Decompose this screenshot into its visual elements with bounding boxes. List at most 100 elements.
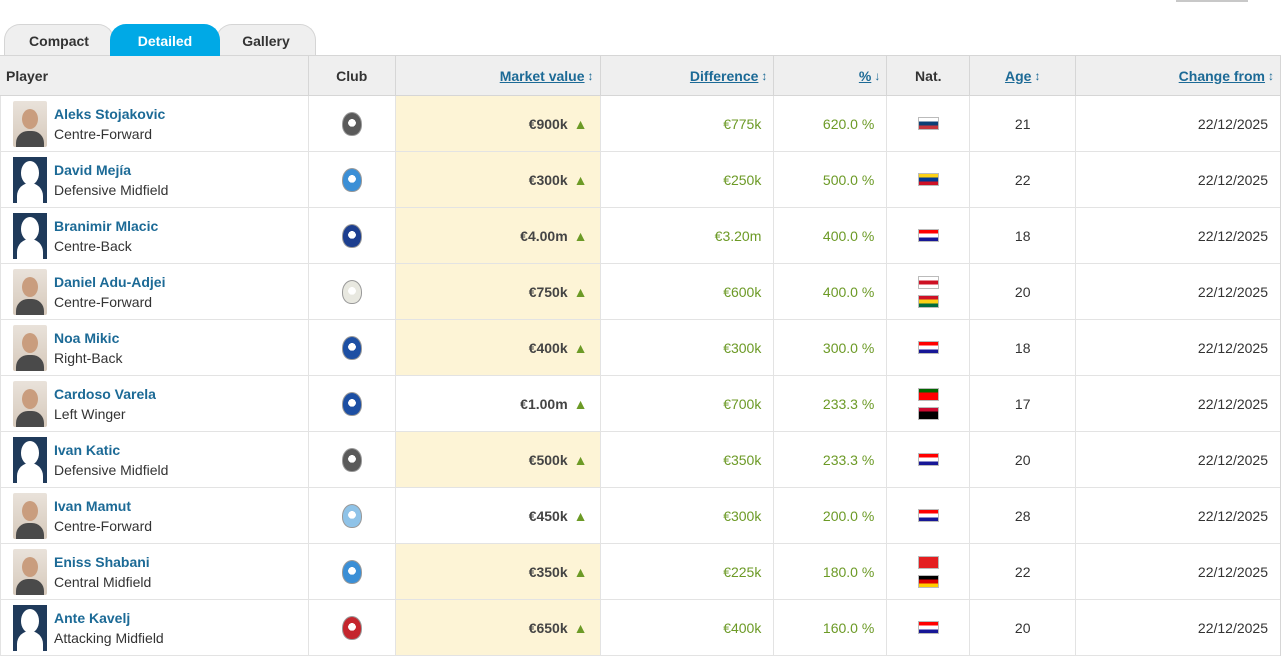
player-avatar[interactable] (13, 100, 47, 147)
percent-value: 180.0 % (822, 563, 875, 580)
header-age[interactable]: Age ↕ (970, 56, 1077, 95)
nationality-flag-icon (917, 509, 939, 522)
market-value-cell: €300k ▲ (395, 152, 601, 207)
club-crest-icon[interactable] (341, 503, 362, 528)
difference-cell: €250k (601, 152, 775, 207)
age-value: 28 (1014, 507, 1031, 524)
tab-gallery[interactable]: Gallery (216, 24, 316, 56)
sort-difference-link[interactable]: Difference (689, 67, 759, 84)
player-avatar[interactable] (13, 604, 47, 651)
percent-cell: 160.0 % (774, 600, 888, 655)
table-body: Aleks Stojakovic Centre-Forward €900k ▲ … (0, 96, 1280, 656)
header-change-from[interactable]: Change from ↕ (1076, 56, 1280, 95)
sort-market-value-link[interactable]: Market value (499, 67, 585, 84)
player-name-link[interactable]: Ivan Mamut (54, 497, 132, 514)
player-position: Defensive Midfield (54, 181, 169, 198)
player-avatar[interactable] (13, 492, 47, 539)
header-market-value[interactable]: Market value ↕ (396, 56, 601, 95)
club-cell (309, 600, 396, 655)
player-avatar[interactable] (13, 156, 47, 203)
sort-change-from-link[interactable]: Change from (1178, 67, 1266, 84)
player-avatar[interactable] (13, 380, 47, 427)
club-crest-icon[interactable] (341, 615, 362, 640)
club-crest-icon[interactable] (341, 111, 362, 136)
player-name-link[interactable]: Branimir Mlacic (54, 217, 159, 234)
player-name-link[interactable]: Ivan Katic (54, 441, 121, 458)
player-avatar[interactable] (13, 548, 47, 595)
table-row: Aleks Stojakovic Centre-Forward €900k ▲ … (0, 96, 1280, 152)
header-nat-label: Nat. (915, 67, 942, 84)
change-from-cell: 22/12/2025 (1076, 432, 1280, 487)
club-crest-icon[interactable] (341, 335, 362, 360)
market-value-cell: €1.00m ▲ (396, 376, 601, 431)
tab-compact[interactable]: Compact (4, 24, 114, 56)
change-date: 22/12/2025 (1197, 619, 1268, 636)
player-name-link[interactable]: Aleks Stojakovic (54, 105, 166, 122)
arrow-up-icon: ▲ (573, 339, 588, 356)
age-cell: 20 (970, 600, 1077, 655)
club-cell (309, 208, 396, 263)
tab-detailed[interactable]: Detailed (110, 24, 220, 56)
player-info: Cardoso Varela Left Winger (54, 386, 156, 422)
nationality-flag-icon (917, 117, 939, 130)
table-row: Ivan Mamut Centre-Forward €450k ▲ €300k … (0, 488, 1280, 544)
difference-value: €700k (723, 395, 762, 412)
nationality-flag-icon (917, 453, 939, 466)
player-name-link[interactable]: David Mejía (54, 161, 132, 178)
player-cell: Ante Kavelj Attacking Midfield (0, 600, 309, 655)
market-value-cell: €650k ▲ (395, 600, 601, 655)
club-crest-icon[interactable] (341, 391, 362, 416)
player-avatar[interactable] (13, 324, 47, 371)
age-cell: 28 (970, 488, 1077, 543)
view-tabs: Compact Detailed Gallery (4, 24, 316, 56)
player-avatar[interactable] (13, 436, 47, 483)
club-crest-icon[interactable] (341, 279, 362, 304)
player-name-link[interactable]: Noa Mikic (54, 329, 120, 346)
change-from-cell: 22/12/2025 (1076, 264, 1280, 319)
percent-cell: 180.0 % (774, 544, 888, 599)
club-cell (309, 544, 396, 599)
player-name-link[interactable]: Eniss Shabani (54, 553, 150, 570)
sort-age-link[interactable]: Age (1004, 67, 1032, 84)
change-date: 22/12/2025 (1197, 563, 1268, 580)
change-from-cell: 22/12/2025 (1076, 544, 1280, 599)
club-crest-icon[interactable] (341, 223, 362, 248)
market-value: €300k (528, 171, 568, 188)
sort-percent-link[interactable]: % (858, 67, 872, 84)
player-name-link[interactable]: Ante Kavelj (54, 609, 131, 626)
player-name-link[interactable]: Cardoso Varela (54, 385, 156, 402)
change-from-cell: 22/12/2025 (1076, 152, 1280, 207)
nationality-cell (887, 432, 971, 487)
difference-cell: €300k (601, 320, 775, 375)
player-avatar[interactable] (13, 212, 47, 259)
sort-updown-icon: ↕ (761, 68, 768, 83)
table-row: Eniss Shabani Central Midfield €350k ▲ €… (0, 544, 1280, 600)
sort-updown-icon: ↕ (1268, 68, 1275, 83)
age-value: 21 (1014, 115, 1031, 132)
player-avatar[interactable] (13, 268, 47, 315)
club-crest-icon[interactable] (341, 167, 362, 192)
player-info: Noa Mikic Right-Back (54, 330, 122, 366)
table-row: Noa Mikic Right-Back €400k ▲ €300k 300.0… (0, 320, 1280, 376)
market-value-cell: €400k ▲ (395, 320, 601, 375)
player-cell: Ivan Mamut Centre-Forward (0, 488, 309, 543)
club-cell (309, 96, 396, 151)
header-percent[interactable]: % ↓ (774, 56, 888, 95)
percent-cell: 620.0 % (774, 96, 888, 151)
difference-value: €300k (723, 339, 762, 356)
change-from-cell: 22/12/2025 (1076, 208, 1280, 263)
sort-down-icon: ↓ (874, 68, 881, 83)
club-crest-icon[interactable] (341, 447, 362, 472)
player-position: Attacking Midfield (54, 629, 164, 646)
market-value-table: Player Club Market value ↕ Difference ↕ % ↓… (0, 55, 1281, 656)
player-name-link[interactable]: Daniel Adu-Adjei (54, 273, 166, 290)
header-club-label: Club (336, 67, 368, 84)
player-position: Centre-Forward (54, 293, 153, 310)
player-cell: Noa Mikic Right-Back (0, 320, 309, 375)
club-crest-icon[interactable] (341, 559, 362, 584)
change-from-cell: 22/12/2025 (1076, 376, 1280, 431)
age-cell: 20 (970, 432, 1077, 487)
header-difference[interactable]: Difference ↕ (601, 56, 775, 95)
arrow-up-icon: ▲ (573, 507, 588, 524)
player-cell: David Mejía Defensive Midfield (0, 152, 309, 207)
